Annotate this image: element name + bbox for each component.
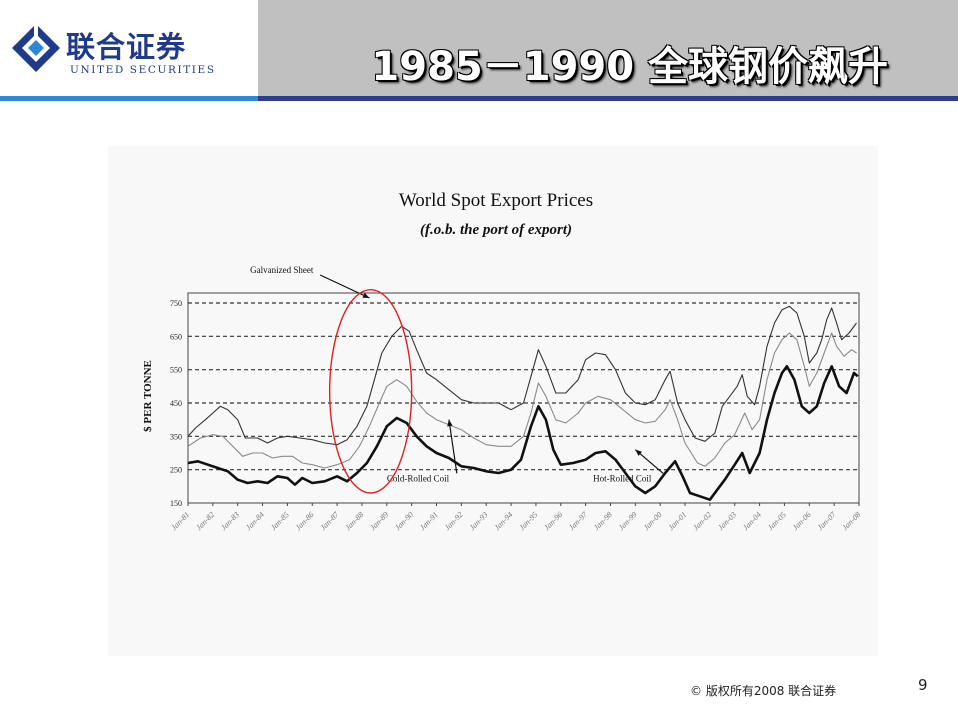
header-rule-dark (258, 96, 958, 101)
chart-title: World Spot Export Prices (399, 190, 593, 211)
x-tick-label: Jan-97 (567, 509, 590, 532)
y-tick-label: 150 (170, 499, 182, 508)
y-tick-label: 650 (170, 332, 182, 341)
x-tick-label: Jan-05 (766, 510, 788, 532)
x-tick-label: Jan-08 (840, 510, 862, 532)
y-tick-label: 250 (170, 466, 182, 475)
y-tick-label: 750 (170, 299, 182, 308)
x-tick-label: Jan-98 (592, 510, 614, 532)
annotation-arrowhead (635, 449, 643, 456)
annotation-label: Cold-Rolled Coil (387, 473, 450, 483)
x-tick-label: Jan-93 (468, 510, 490, 532)
series-layer (187, 305, 859, 501)
x-tick-label: Jan-07 (815, 509, 838, 532)
chart-panel: World Spot Export Prices (f.o.b. the por… (108, 146, 878, 656)
x-tick-label: Jan-84 (244, 510, 266, 532)
x-tick-label: Jan-81 (169, 510, 191, 532)
header-rule-light (0, 96, 258, 101)
x-tick-label: Jan-96 (542, 510, 564, 532)
series-line-galvanized-sheet (187, 305, 857, 446)
highlight-ellipse (328, 288, 413, 494)
y-tick-labels: 150 250 350 450 550 650 750 (170, 299, 182, 508)
annotation-arrow (319, 274, 370, 299)
y-tick-label: 550 (170, 366, 182, 375)
annotation-arrowhead (362, 292, 370, 298)
x-tick-label: Jan-91 (418, 510, 440, 532)
annotation-layer: Galvanized Sheet Cold-Rolled Coil Hot-Roll… (250, 265, 664, 483)
series-line-hot-rolled-coil (187, 365, 859, 501)
page-number: 9 (918, 676, 928, 694)
logo-english-name: UNITED SECURITIES (70, 64, 216, 76)
x-tick-label: Jan-83 (219, 510, 241, 532)
grid-layer (188, 302, 859, 471)
y-tick-label: 450 (170, 399, 182, 408)
annotation-arrow (448, 419, 458, 474)
x-tick-label: Jan-94 (492, 510, 514, 532)
x-tick-label: Jan-86 (294, 510, 316, 532)
x-tick-label: Jan-87 (318, 509, 341, 532)
x-tick-label: Jan-85 (269, 510, 291, 532)
y-axis-label: $ PER TONNE (142, 360, 154, 432)
x-tick-label: Jan-82 (194, 510, 216, 532)
x-tick-label: Jan-90 (393, 510, 415, 532)
y-tick-label: 350 (170, 432, 182, 441)
x-tick-label: Jan-00 (642, 510, 664, 532)
x-tick-label: Jan-02 (691, 510, 713, 532)
united-securities-logo-icon (12, 24, 60, 72)
annotation-label: Galvanized Sheet (250, 265, 314, 275)
title-bar: 1985－1990 全球钢价飙升 (258, 0, 958, 96)
x-tick-label: Jan-88 (343, 510, 365, 532)
logo-chinese-name: 联合证券 (66, 30, 187, 64)
x-tick-label: Jan-01 (666, 510, 688, 532)
annotation-arrowhead (447, 419, 453, 427)
x-tick-label: Jan-92 (443, 510, 465, 532)
copyright-notice: © 版权所有2008 联合证券 (690, 684, 837, 698)
x-tick-label: Jan-89 (368, 510, 390, 532)
x-tick-labels: Jan-81 Jan-82 Jan-83 Jan-84 Jan-85 Jan-86 Jan-… (169, 503, 862, 532)
series-line-cold-rolled-coil (187, 332, 857, 469)
annotation-label: Hot-Rolled Coil (593, 473, 652, 483)
chart-subtitle: (f.o.b. the port of export) (420, 222, 572, 238)
page-title: 1985－1990 全球钢价飙升 (371, 44, 888, 90)
x-tick-label: Jan-03 (716, 510, 738, 532)
logo-area: 联合证券 UNITED SECURITIES (0, 0, 258, 96)
x-tick-label: Jan-95 (517, 510, 539, 532)
x-tick-label: Jan-99 (617, 510, 639, 532)
x-tick-label: Jan-06 (791, 510, 813, 532)
price-chart: World Spot Export Prices (f.o.b. the por… (142, 190, 862, 532)
plot-frame (187, 292, 860, 504)
x-tick-label: Jan-04 (741, 510, 763, 532)
